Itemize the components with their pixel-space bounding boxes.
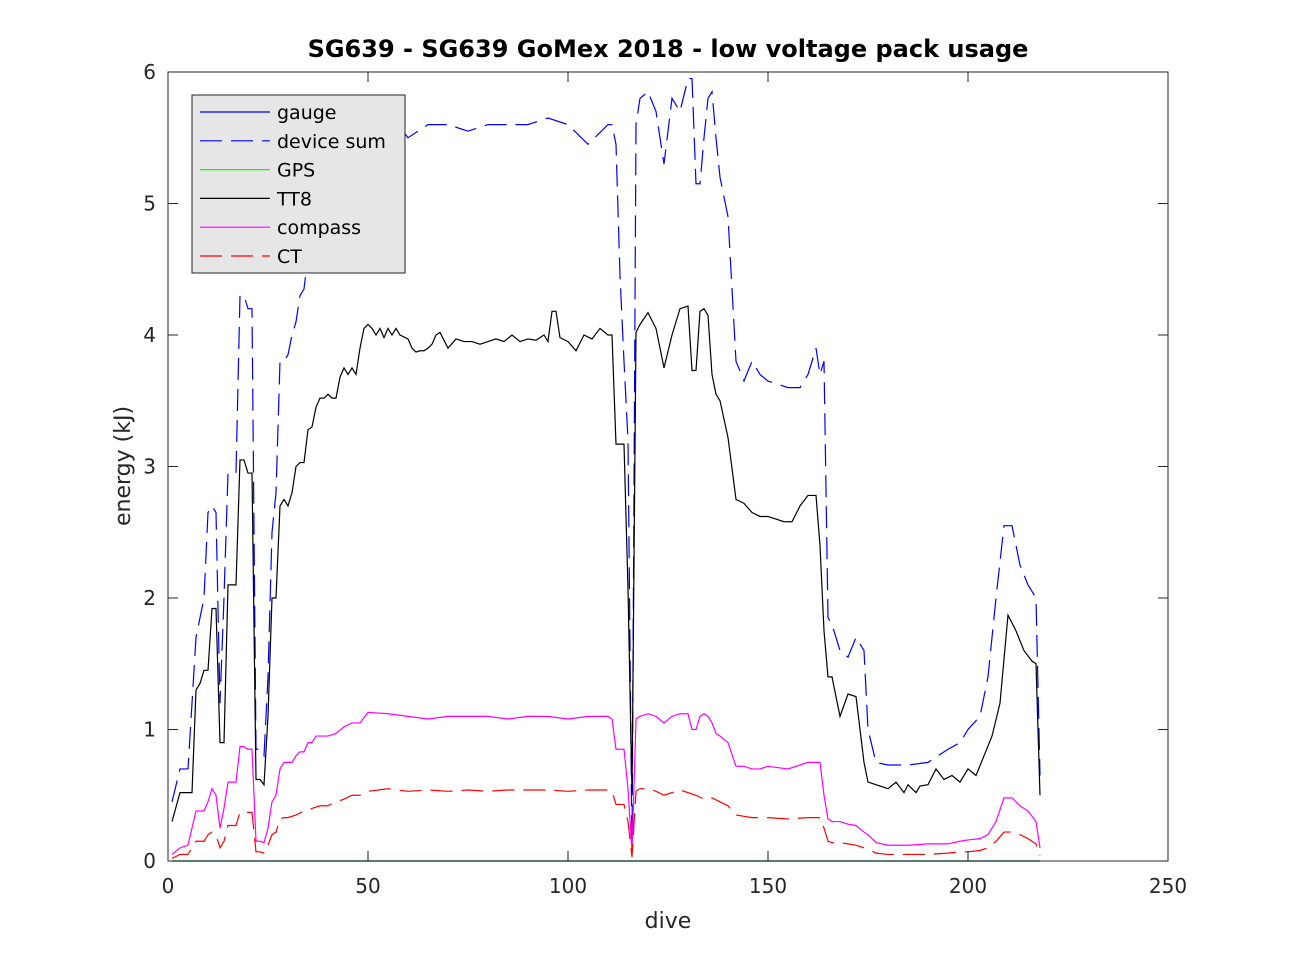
series-line-compass	[171, 711, 1041, 855]
y-tick-label: 5	[143, 192, 156, 216]
series-line-device-sum	[171, 77, 1041, 852]
x-tick-label: 200	[949, 874, 987, 898]
legend-box	[191, 94, 406, 274]
y-tick-label: 6	[143, 60, 156, 84]
legend-label-gps: GPS	[277, 160, 315, 182]
y-tick-label: 2	[143, 586, 156, 610]
x-tick-label: 100	[549, 874, 587, 898]
legend-label-device-sum: device sum	[277, 131, 386, 153]
legend-label-gauge: gauge	[277, 102, 337, 124]
series-line-tt8	[171, 305, 1041, 822]
y-tick-label: 1	[143, 718, 156, 742]
legend-label-ct: CT	[277, 246, 302, 268]
y-axis-label: energy (kJ)	[111, 406, 136, 526]
y-tick-label: 3	[143, 455, 156, 479]
x-tick-label: 250	[1149, 874, 1187, 898]
x-tick-label: 150	[749, 874, 787, 898]
y-tick-label: 0	[143, 849, 156, 873]
x-axis-label: dive	[645, 909, 692, 934]
legend-label-compass: compass	[277, 217, 361, 239]
legend: gauge device sum GPS TT8 compass CT	[191, 94, 406, 274]
legend-label-tt8: TT8	[276, 188, 312, 210]
series-line-ct	[171, 788, 1041, 859]
chart-title: SG639 - SG639 GoMex 2018 - low voltage p…	[308, 35, 1029, 63]
x-tick-label: 50	[355, 874, 380, 898]
x-tick-label: 0	[162, 874, 175, 898]
y-tick-label: 4	[143, 323, 156, 347]
axes-layer: 0 50 100 150 200 250 0 1 2 3 4 5 6	[143, 60, 1187, 898]
